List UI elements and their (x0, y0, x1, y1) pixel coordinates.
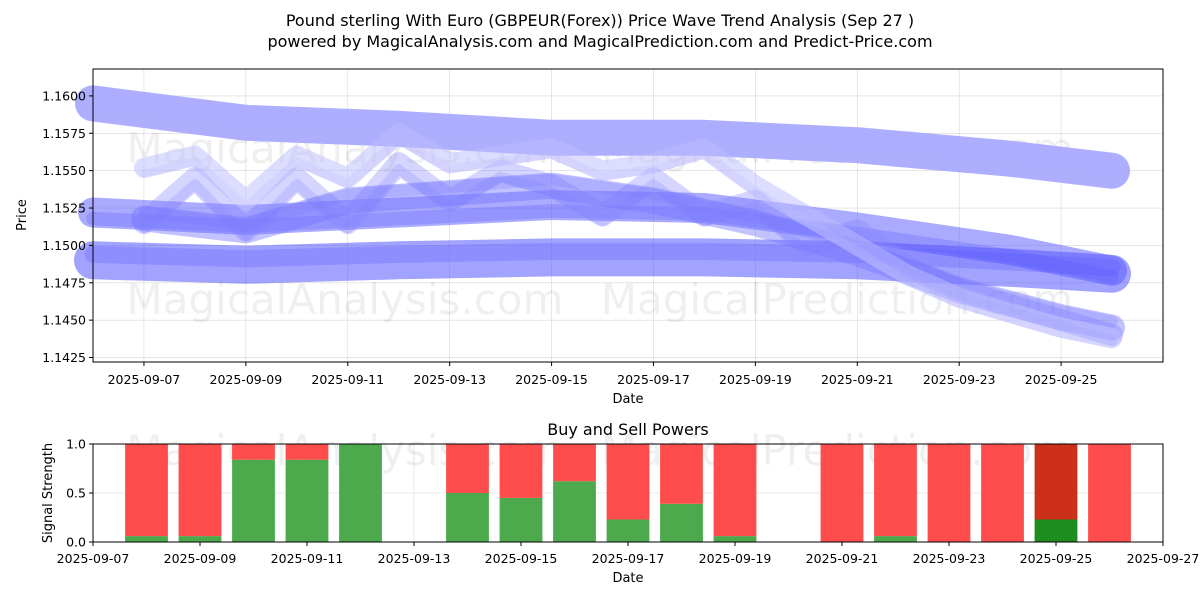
power-x-tick-label: 2025-09-21 (806, 551, 879, 566)
price-x-tick-label: 2025-09-15 (515, 372, 588, 387)
buy-bar (125, 536, 168, 542)
sell-bar (874, 444, 917, 537)
power-x-tick-label: 2025-09-19 (699, 551, 772, 566)
price-plot: MagicalAnalysis.com MagicalPrediction.co… (15, 68, 1164, 407)
price-x-tick-label: 2025-09-21 (821, 372, 894, 387)
power-x-tick-label: 2025-09-17 (592, 551, 665, 566)
power-x-tick-label: 2025-09-23 (913, 551, 986, 566)
price-y-tick-label: 1.1425 (42, 350, 86, 365)
price-y-tick-label: 1.1575 (42, 126, 86, 141)
power-y-tick-label: 0.0 (66, 535, 86, 550)
price-x-axis-label: Date (612, 392, 643, 407)
buy-bar (285, 459, 329, 542)
buy-bar (1034, 519, 1078, 542)
price-x-ticks: 2025-09-07 2025-09-09 2025-09-11 2025-09-13… (108, 362, 1098, 387)
wave-upper-wave (75, 85, 1130, 189)
sell-bar (499, 444, 543, 498)
power-x-axis-label: Date (612, 571, 643, 586)
price-y-tick-label: 1.1600 (42, 88, 86, 103)
power-x-tick-label: 2025-09-07 (57, 551, 130, 566)
power-x-tick-label: 2025-09-25 (1020, 551, 1093, 566)
sell-bar (178, 444, 222, 537)
wave-echo-descending-wave (138, 173, 1118, 328)
sell-bar (927, 444, 971, 542)
chart-subtitle: powered by MagicalAnalysis.com and Magic… (267, 32, 932, 51)
sell-bar (285, 444, 329, 460)
price-x-tick-label: 2025-09-11 (311, 372, 384, 387)
sell-bar (125, 444, 168, 537)
buy-bar (499, 497, 543, 542)
buy-bar (713, 536, 757, 542)
sell-bar (820, 444, 864, 542)
buy-bar (874, 536, 917, 542)
buy-bar (178, 536, 222, 542)
price-y-tick-label: 1.1550 (42, 163, 86, 178)
price-x-tick-label: 2025-09-19 (719, 372, 792, 387)
sell-bar (232, 444, 275, 460)
buy-bar (606, 519, 650, 542)
wave-mid-wave (78, 190, 1127, 286)
sell-bar (606, 444, 650, 520)
price-y-axis-label: Price (15, 199, 30, 231)
power-y-ticks: 0.0 0.5 1.0 (66, 437, 93, 550)
price-x-tick-label: 2025-09-25 (1025, 372, 1098, 387)
power-y-tick-label: 1.0 (66, 437, 86, 452)
price-x-tick-label: 2025-09-13 (413, 372, 486, 387)
buy-bar (553, 481, 596, 542)
power-x-tick-label: 2025-09-09 (164, 551, 237, 566)
sell-bar (713, 444, 757, 537)
price-waves (74, 85, 1131, 349)
price-y-tick-label: 1.1500 (42, 238, 86, 253)
sell-bar (553, 444, 596, 482)
price-x-tick-label: 2025-09-09 (210, 372, 283, 387)
sell-bar (1088, 444, 1131, 542)
power-x-tick-label: 2025-09-11 (271, 551, 344, 566)
price-y-tick-label: 1.1525 (42, 201, 86, 216)
power-plot: Buy and Sell Powers MagicalAnalysis.com … (41, 420, 1199, 586)
buy-bar (660, 503, 703, 542)
buy-bar (339, 444, 382, 542)
price-y-tick-label: 1.1450 (42, 313, 86, 328)
power-x-tick-label: 2025-09-27 (1127, 551, 1200, 566)
power-x-tick-label: 2025-09-13 (378, 551, 451, 566)
wave-echo-high-zigzag-wave (139, 134, 1117, 349)
watermark-magicalanalysis-2: MagicalAnalysis.com (127, 275, 564, 324)
sell-bar (1034, 444, 1078, 520)
price-y-ticks: 1.1425 1.1450 1.1475 1.1500 1.1525 1.1550 1.15… (42, 88, 93, 365)
chart-title: Pound sterling With Euro (GBPEUR(Forex))… (286, 11, 914, 30)
price-x-tick-label: 2025-09-23 (923, 372, 996, 387)
price-y-tick-label: 1.1475 (42, 275, 86, 290)
wave-high-zigzag-wave (134, 123, 1122, 349)
sell-bar (660, 444, 703, 504)
wave-lower-wave (74, 238, 1131, 293)
buy-bar (232, 459, 275, 542)
power-y-tick-label: 0.5 (66, 486, 86, 501)
power-x-ticks: 2025-09-07 2025-09-09 2025-09-11 2025-09-13… (57, 542, 1200, 566)
price-x-tick-label: 2025-09-07 (108, 372, 181, 387)
price-x-tick-label: 2025-09-17 (617, 372, 690, 387)
power-y-axis-label: Signal Strength (41, 443, 56, 543)
buy-bar (446, 493, 489, 542)
sell-bar (981, 444, 1024, 542)
power-bars (125, 444, 1131, 542)
wave-echo-lower-wave (84, 242, 1121, 277)
wave-echo-upper-wave (84, 89, 1121, 173)
price-plot-border (92, 68, 1164, 363)
power-x-tick-label: 2025-09-15 (485, 551, 558, 566)
sell-bar (446, 444, 489, 493)
power-chart-title: Buy and Sell Powers (547, 420, 709, 439)
